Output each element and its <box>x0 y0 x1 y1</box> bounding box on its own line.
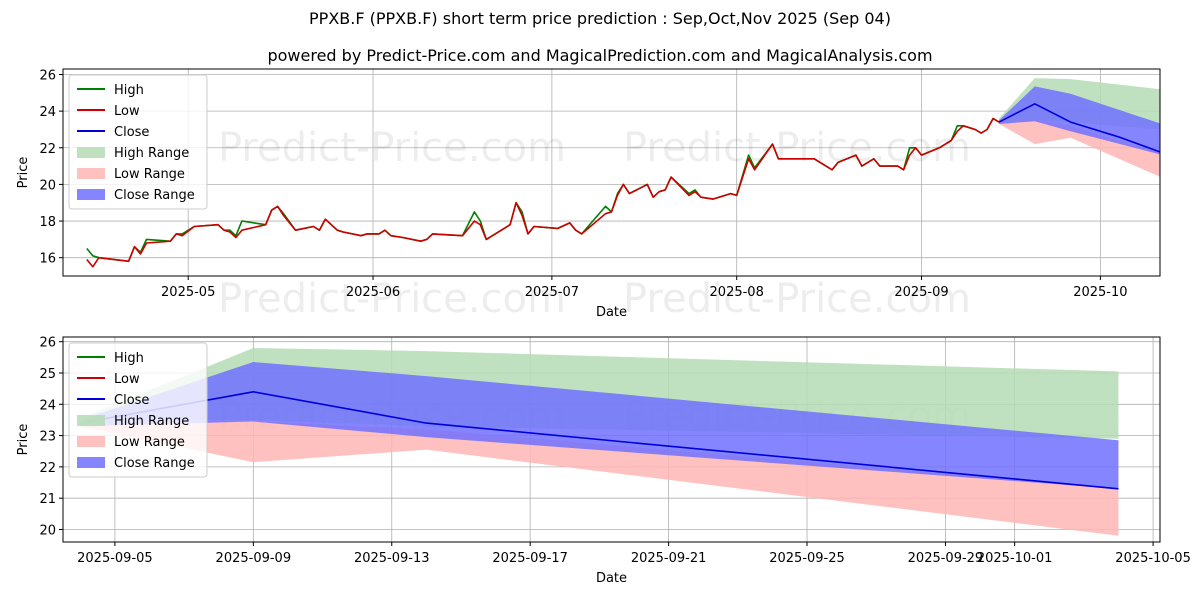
band-low-range <box>80 419 1119 536</box>
y-tick-label: 21 <box>39 492 56 507</box>
x-axis-label: Date <box>596 571 627 586</box>
x-tick-label: 2025-09-13 <box>354 551 430 566</box>
x-axis-label: Date <box>596 305 627 320</box>
y-tick-label: 18 <box>39 215 56 230</box>
legend-swatch <box>77 436 105 447</box>
x-tick-label: 2025-09-17 <box>492 551 568 566</box>
watermark: Predict-Price.com <box>623 276 971 322</box>
x-tick-label: 2025-09-21 <box>631 551 707 566</box>
y-tick-label: 24 <box>39 105 56 120</box>
x-tick-label: 2025-10 <box>1073 285 1127 300</box>
x-tick-label: 2025-09 <box>894 285 948 300</box>
watermark: Predict-Price.com <box>218 276 566 322</box>
y-tick-label: 23 <box>39 430 56 445</box>
plot-frame <box>62 68 1161 277</box>
chart-panel-2: Predict-Price.comPredict-Price.com2025-0… <box>16 336 1191 586</box>
legend-label: Close Range <box>114 188 195 203</box>
chart-title: PPXB.F (PPXB.F) short term price predict… <box>309 9 891 28</box>
series-line-low <box>86 117 1000 268</box>
legend-swatch <box>77 147 105 158</box>
band-low-range <box>999 120 1160 177</box>
x-tick-label: 2025-10-01 <box>977 551 1053 566</box>
x-tick-label: 2025-09-05 <box>77 551 153 566</box>
legend-label: High <box>114 351 144 366</box>
legend-label: Close Range <box>114 456 195 471</box>
y-axis-label: Price <box>16 424 31 456</box>
y-tick-label: 25 <box>39 367 56 382</box>
y-tick-label: 16 <box>39 252 56 267</box>
y-tick-label: 26 <box>39 68 56 83</box>
chart-panel-1: Predict-Price.com Predict-Price.com Predic… <box>16 68 1161 322</box>
x-tick-label: 2025-06 <box>346 285 400 300</box>
plot-area <box>86 78 1160 268</box>
legend: High Low Close High Range Low Range Close Ran… <box>68 342 208 478</box>
x-tick-label: 2025-05 <box>161 285 215 300</box>
x-tick-label: 2025-09-09 <box>216 551 292 566</box>
plot-area <box>80 347 1119 536</box>
x-tick-label: 2025-10-05 <box>1115 551 1191 566</box>
legend-swatch <box>77 168 105 179</box>
band-close-range <box>80 362 1119 489</box>
x-tick-label: 2025-09-29 <box>908 551 984 566</box>
x-tick-label: 2025-07 <box>525 285 579 300</box>
y-tick-label: 22 <box>39 461 56 476</box>
y-tick-label: 20 <box>39 523 56 538</box>
y-tick-label: 26 <box>39 336 56 351</box>
watermark: Predict-Price.com <box>218 125 566 171</box>
legend-label: Low Range <box>114 167 185 182</box>
legend-label: Low <box>114 372 140 387</box>
legend-label: Low Range <box>114 435 185 450</box>
watermark: Predict-Price.com <box>623 125 971 171</box>
legend-label: High Range <box>114 414 189 429</box>
x-tick-label: 2025-08 <box>710 285 764 300</box>
legend-swatch <box>77 415 105 426</box>
series-line-close <box>998 103 1160 153</box>
legend-label: High Range <box>114 146 189 161</box>
chart-subtitle: powered by Predict-Price.com and Magical… <box>267 46 933 65</box>
legend-label: Close <box>114 393 149 408</box>
y-axis-label: Price <box>16 157 31 189</box>
legend-label: Low <box>114 104 140 119</box>
y-tick-label: 22 <box>39 142 56 157</box>
legend: High Low Close High Range Low Range Close Ran… <box>68 74 208 210</box>
legend-label: Close <box>114 125 149 140</box>
y-tick-label: 24 <box>39 398 56 413</box>
legend-label: High <box>114 83 144 98</box>
legend-swatch <box>77 189 105 200</box>
x-tick-label: 2025-09-25 <box>769 551 845 566</box>
y-tick-label: 20 <box>39 178 56 193</box>
legend-swatch <box>77 457 105 468</box>
plot-frame <box>62 336 1161 543</box>
